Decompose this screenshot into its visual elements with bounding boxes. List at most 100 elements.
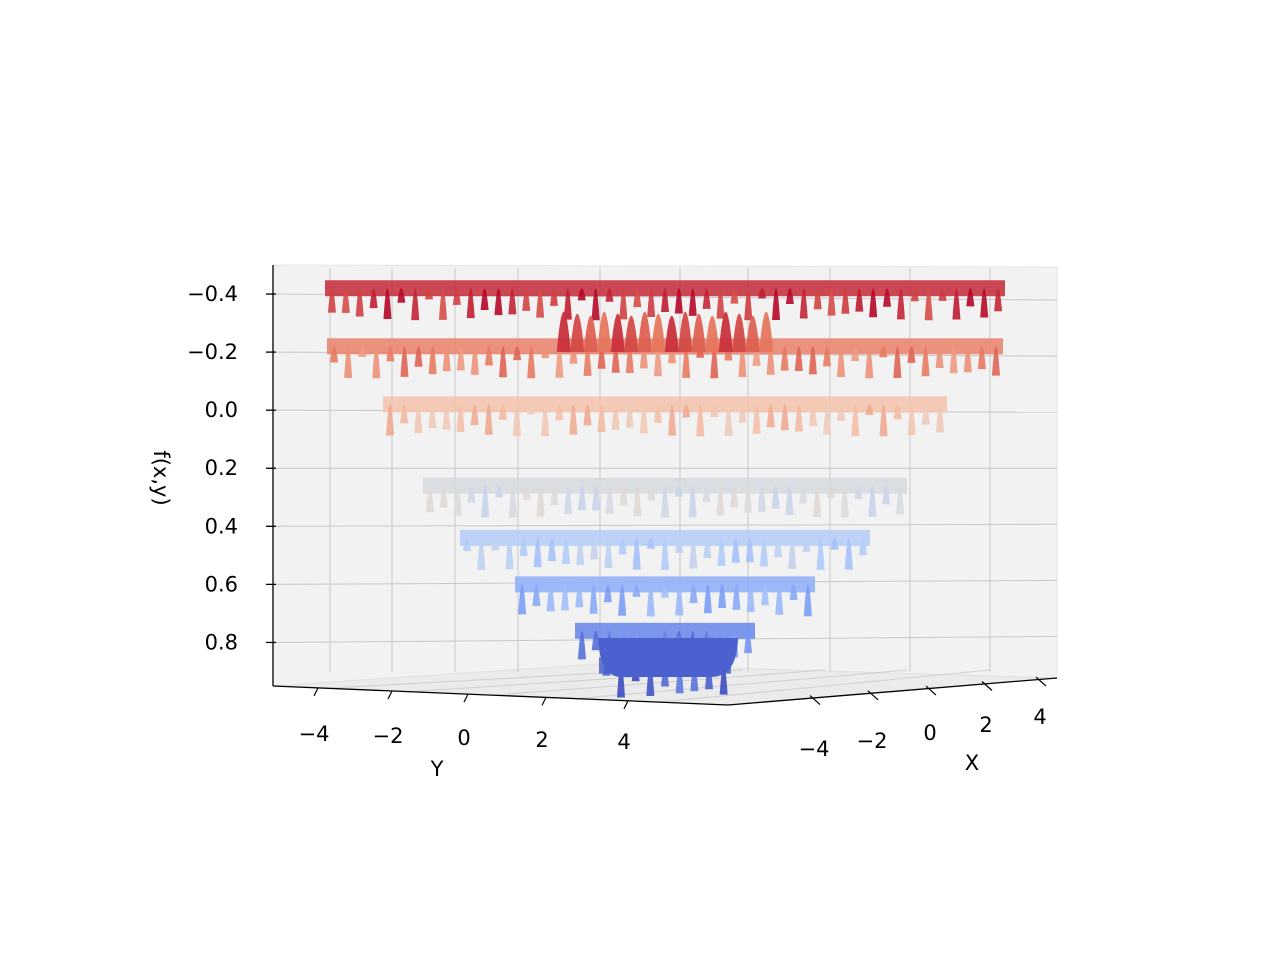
surface-strand (799, 485, 808, 504)
surface-strand (330, 346, 339, 363)
surface-strand (452, 288, 461, 305)
y-tick-mark (387, 690, 393, 700)
x-tick-mark (981, 681, 993, 691)
surface-strand (788, 537, 797, 569)
surface-strand (809, 404, 818, 426)
surface-strand (583, 404, 592, 426)
surface-strand (879, 404, 888, 437)
surface-cap-strand (691, 313, 706, 353)
surface-strand (646, 537, 655, 549)
surface-strand (344, 346, 353, 379)
surface-cap-strand (705, 315, 720, 353)
surface-strand (766, 404, 775, 428)
surface-strand (994, 288, 1003, 312)
surface-strand (710, 404, 719, 417)
y-tick-mark (463, 693, 469, 703)
surface-strand (841, 288, 850, 314)
surface-strand (400, 404, 409, 424)
surface-strand (883, 288, 892, 307)
surface-strand (977, 346, 986, 370)
surface-strand (597, 404, 606, 432)
surface-strand (780, 346, 789, 371)
x-tick-label: 2 (979, 713, 992, 737)
surface-strand (661, 288, 669, 312)
surface-strand (794, 346, 803, 371)
surface-strand (949, 346, 958, 374)
surface-strand (702, 485, 711, 503)
surface-cap-strand (759, 311, 774, 353)
z-tick-label: 0.8 (205, 630, 238, 654)
surface-ring-slab (383, 396, 947, 413)
surface-strand (505, 537, 514, 570)
surface-strand (752, 404, 761, 434)
surface-strand (647, 288, 656, 318)
surface-strand (341, 288, 350, 313)
surface-ring-slab (327, 338, 1003, 355)
surface-strand (541, 404, 550, 437)
surface-strand (470, 346, 479, 375)
surface-strand (869, 288, 878, 318)
surface-strand (550, 485, 559, 506)
surface-cap-strand (610, 313, 625, 353)
surface-strand (439, 485, 448, 508)
surface-strand (822, 346, 831, 367)
surface-strand (442, 346, 451, 372)
surface-strand (675, 537, 684, 553)
surface-strand (952, 288, 961, 320)
surface-strand (785, 288, 794, 305)
surface-strand (470, 404, 479, 426)
z-gridline (272, 523, 1058, 527)
surface-strand (561, 584, 569, 611)
surface-strand (745, 537, 754, 563)
surface-strand (785, 485, 794, 516)
surface-strand (730, 485, 739, 508)
surface-ring (423, 477, 907, 518)
surface-strand (484, 346, 493, 366)
surface-strand (921, 346, 930, 377)
surface-strand (738, 404, 747, 423)
surface-strand (425, 288, 434, 300)
surface-strand (512, 404, 521, 437)
x-tick-label: 4 (1033, 705, 1046, 729)
surface-strand (358, 346, 367, 357)
surface-strand (879, 346, 888, 358)
surface-strand (563, 288, 572, 320)
y-tick-label: 0 (457, 726, 470, 750)
surface-strand (702, 288, 711, 309)
surface-strand (938, 288, 947, 301)
surface-strand (966, 288, 975, 307)
surface-strand (414, 404, 423, 434)
surface-strand (576, 537, 585, 566)
surface-strand (935, 404, 944, 433)
surface-strand (355, 288, 364, 317)
surface-strand (703, 584, 712, 614)
surface-strand (513, 346, 522, 361)
surface-strand (893, 346, 902, 378)
surface-strand (611, 346, 620, 373)
surface-strand (757, 485, 766, 512)
surface-strand (555, 346, 564, 378)
y-tick-label: 2 (535, 728, 548, 752)
z-axis-label: f(x,y) (149, 450, 173, 505)
surface-strand (564, 485, 573, 515)
surface-strand (414, 346, 423, 367)
surface-strand (386, 404, 395, 436)
surface-strand (549, 288, 558, 306)
surface-strand (963, 346, 972, 373)
surface-cap-strand (624, 315, 639, 353)
surface-strand (604, 537, 613, 569)
surface-strand (562, 537, 571, 564)
surface-strand (716, 288, 725, 319)
surface-strand (527, 404, 536, 415)
surface-strand (826, 485, 835, 499)
surface-ring (325, 280, 1005, 321)
x-tick-mark (867, 690, 879, 701)
x-tick-mark (809, 695, 821, 706)
surface-strand (619, 485, 628, 506)
floor-gridline (494, 669, 826, 696)
surface-strand (632, 537, 641, 570)
surface-strand (844, 537, 853, 570)
surface-strand (611, 404, 620, 430)
surface-strand (854, 485, 863, 499)
